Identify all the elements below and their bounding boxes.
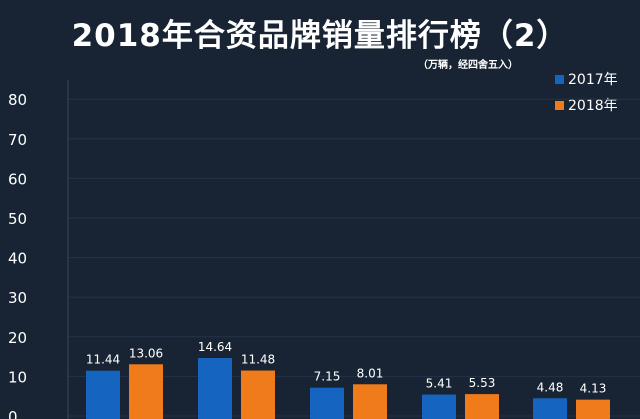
legend-label-2017: 2017年 xyxy=(568,72,618,88)
chart-title: 2018年合资品牌销量排行榜（2） xyxy=(71,18,569,54)
data-label: 13.06 xyxy=(129,346,163,360)
data-label: 11.44 xyxy=(86,353,120,367)
y-tick-label: 80 xyxy=(8,91,27,109)
bar xyxy=(353,384,387,419)
data-label: 8.01 xyxy=(357,366,384,380)
y-tick-label: 10 xyxy=(8,368,27,386)
data-label: 7.15 xyxy=(314,370,341,384)
data-label: 5.53 xyxy=(469,376,496,390)
y-tick-label: 20 xyxy=(8,329,27,347)
bar xyxy=(533,398,567,419)
bar xyxy=(129,364,163,419)
legend-item-2018: 2018年 xyxy=(555,92,618,118)
legend-swatch-2018 xyxy=(555,100,564,110)
bar xyxy=(422,394,456,419)
y-tick-label: 40 xyxy=(8,250,27,268)
data-label: 4.13 xyxy=(580,382,607,396)
y-tick-label: 60 xyxy=(8,170,27,188)
legend-item-2017: 2017年 xyxy=(555,66,618,92)
bar xyxy=(86,370,120,419)
unit-note: （万辆，经四舍五入） xyxy=(418,60,518,71)
legend-swatch-2017 xyxy=(555,74,564,84)
y-tick-label: 70 xyxy=(8,131,27,149)
bar xyxy=(576,399,610,419)
y-tick-label: 0 xyxy=(8,408,18,419)
data-label: 4.48 xyxy=(537,380,564,394)
data-label: 11.48 xyxy=(241,353,275,367)
legend-label-2018: 2018年 xyxy=(568,98,618,114)
bar xyxy=(198,358,232,419)
y-tick-label: 30 xyxy=(8,289,27,307)
data-label: 14.64 xyxy=(198,340,232,354)
legend: 2017年 2018年 xyxy=(555,66,618,118)
y-tick-label: 50 xyxy=(8,210,27,228)
bar xyxy=(465,394,499,419)
data-label: 5.41 xyxy=(426,377,453,391)
bar xyxy=(241,370,275,419)
bar xyxy=(310,387,344,419)
